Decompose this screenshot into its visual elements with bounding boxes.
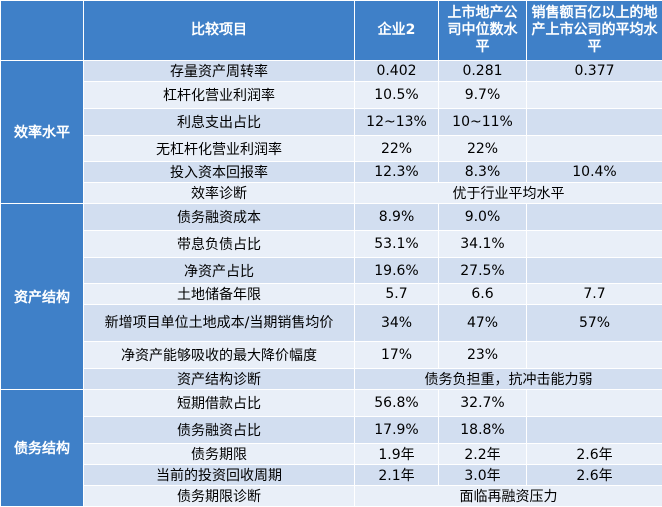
table-row: 当前的投资回收周期 2.1年 3.0年 2.6年 — [1, 465, 662, 486]
company-cell: 22% — [355, 136, 439, 162]
median-cell: 18.8% — [439, 417, 527, 444]
item-cell: 利息支出占比 — [84, 109, 355, 136]
item-cell: 土地储备年限 — [84, 284, 355, 305]
category-cell: 资产结构 — [1, 204, 84, 390]
top-avg-cell: 57% — [527, 305, 662, 342]
diagnosis-text: 面临再融资压力 — [355, 486, 662, 507]
median-cell: 8.3% — [439, 162, 527, 183]
company-cell: 17.9% — [355, 417, 439, 444]
item-cell: 债务期限 — [84, 444, 355, 465]
item-cell: 存量资产周转率 — [84, 61, 355, 82]
median-cell: 2.2年 — [439, 444, 527, 465]
category-cell: 效率水平 — [1, 61, 84, 204]
item-cell: 短期借款占比 — [84, 390, 355, 417]
table-row: 债务期限 1.9年 2.2年 2.6年 — [1, 444, 662, 465]
top-avg-cell — [527, 231, 662, 258]
diagnosis-row: 资产结构诊断 债务负担重，抗冲击能力弱 — [1, 369, 662, 390]
table-row: 土地储备年限 5.7 6.6 7.7 — [1, 284, 662, 305]
item-cell: 杠杆化营业利润率 — [84, 82, 355, 109]
category-cell: 债务结构 — [1, 390, 84, 507]
top-avg-cell — [527, 82, 662, 109]
top-avg-cell — [527, 258, 662, 284]
table-row: 无杠杆化营业利润率 22% 22% — [1, 136, 662, 162]
top-avg-cell: 2.6年 — [527, 465, 662, 486]
company-cell: 5.7 — [355, 284, 439, 305]
company-cell: 12~13% — [355, 109, 439, 136]
header-company: 企业2 — [355, 1, 439, 61]
diagnosis-label: 效率诊断 — [84, 183, 355, 204]
median-cell: 9.7% — [439, 82, 527, 109]
table-row: 带息负债占比 53.1% 34.1% — [1, 231, 662, 258]
top-avg-cell — [527, 390, 662, 417]
item-cell: 债务融资占比 — [84, 417, 355, 444]
table-row: 资产结构 债务融资成本 8.9% 9.0% — [1, 204, 662, 231]
company-cell: 8.9% — [355, 204, 439, 231]
header-category-cell — [1, 1, 84, 61]
median-cell: 6.6 — [439, 284, 527, 305]
table-row: 债务融资占比 17.9% 18.8% — [1, 417, 662, 444]
item-cell: 净资产能够吸收的最大降价幅度 — [84, 342, 355, 369]
table-row: 杠杆化营业利润率 10.5% 9.7% — [1, 82, 662, 109]
item-cell: 投入资本回报率 — [84, 162, 355, 183]
header-top-avg: 销售额百亿以上的地产上市公司的平均水平 — [527, 1, 662, 61]
top-avg-cell: 0.377 — [527, 61, 662, 82]
item-cell: 当前的投资回收周期 — [84, 465, 355, 486]
median-cell: 22% — [439, 136, 527, 162]
company-cell: 56.8% — [355, 390, 439, 417]
median-cell: 32.7% — [439, 390, 527, 417]
median-cell: 3.0年 — [439, 465, 527, 486]
diagnosis-text: 优于行业平均水平 — [355, 183, 662, 204]
table-row: 债务结构 短期借款占比 56.8% 32.7% — [1, 390, 662, 417]
diagnosis-row: 效率诊断 优于行业平均水平 — [1, 183, 662, 204]
header-item: 比较项目 — [84, 1, 355, 61]
item-cell: 带息负债占比 — [84, 231, 355, 258]
diagnosis-row: 债务期限诊断 面临再融资压力 — [1, 486, 662, 507]
header-row: 比较项目 企业2 上市地产公司中位数水平 销售额百亿以上的地产上市公司的平均水平 — [1, 1, 662, 61]
median-cell: 0.281 — [439, 61, 527, 82]
table-row: 净资产占比 19.6% 27.5% — [1, 258, 662, 284]
median-cell: 23% — [439, 342, 527, 369]
median-cell: 34.1% — [439, 231, 527, 258]
table-row: 投入资本回报率 12.3% 8.3% 10.4% — [1, 162, 662, 183]
company-cell: 0.402 — [355, 61, 439, 82]
diagnosis-label: 资产结构诊断 — [84, 369, 355, 390]
top-avg-cell — [527, 342, 662, 369]
company-cell: 10.5% — [355, 82, 439, 109]
top-avg-cell — [527, 417, 662, 444]
item-cell: 无杠杆化营业利润率 — [84, 136, 355, 162]
company-cell: 1.9年 — [355, 444, 439, 465]
table-row: 净资产能够吸收的最大降价幅度 17% 23% — [1, 342, 662, 369]
diagnosis-text: 债务负担重，抗冲击能力弱 — [355, 369, 662, 390]
company-cell: 17% — [355, 342, 439, 369]
top-avg-cell — [527, 136, 662, 162]
median-cell: 9.0% — [439, 204, 527, 231]
company-cell: 53.1% — [355, 231, 439, 258]
table-row: 利息支出占比 12~13% 10~11% — [1, 109, 662, 136]
median-cell: 47% — [439, 305, 527, 342]
median-cell: 27.5% — [439, 258, 527, 284]
item-cell: 债务融资成本 — [84, 204, 355, 231]
diagnosis-label: 债务期限诊断 — [84, 486, 355, 507]
company-cell: 34% — [355, 305, 439, 342]
header-median: 上市地产公司中位数水平 — [439, 1, 527, 61]
median-cell: 10~11% — [439, 109, 527, 136]
table-row: 新增项目单位土地成本/当期销售均价 34% 47% 57% — [1, 305, 662, 342]
company-cell: 12.3% — [355, 162, 439, 183]
top-avg-cell — [527, 109, 662, 136]
item-cell: 净资产占比 — [84, 258, 355, 284]
company-cell: 2.1年 — [355, 465, 439, 486]
company-cell: 19.6% — [355, 258, 439, 284]
top-avg-cell: 10.4% — [527, 162, 662, 183]
top-avg-cell: 2.6年 — [527, 444, 662, 465]
item-cell: 新增项目单位土地成本/当期销售均价 — [84, 305, 355, 342]
top-avg-cell — [527, 204, 662, 231]
top-avg-cell: 7.7 — [527, 284, 662, 305]
table-row: 效率水平 存量资产周转率 0.402 0.281 0.377 — [1, 61, 662, 82]
